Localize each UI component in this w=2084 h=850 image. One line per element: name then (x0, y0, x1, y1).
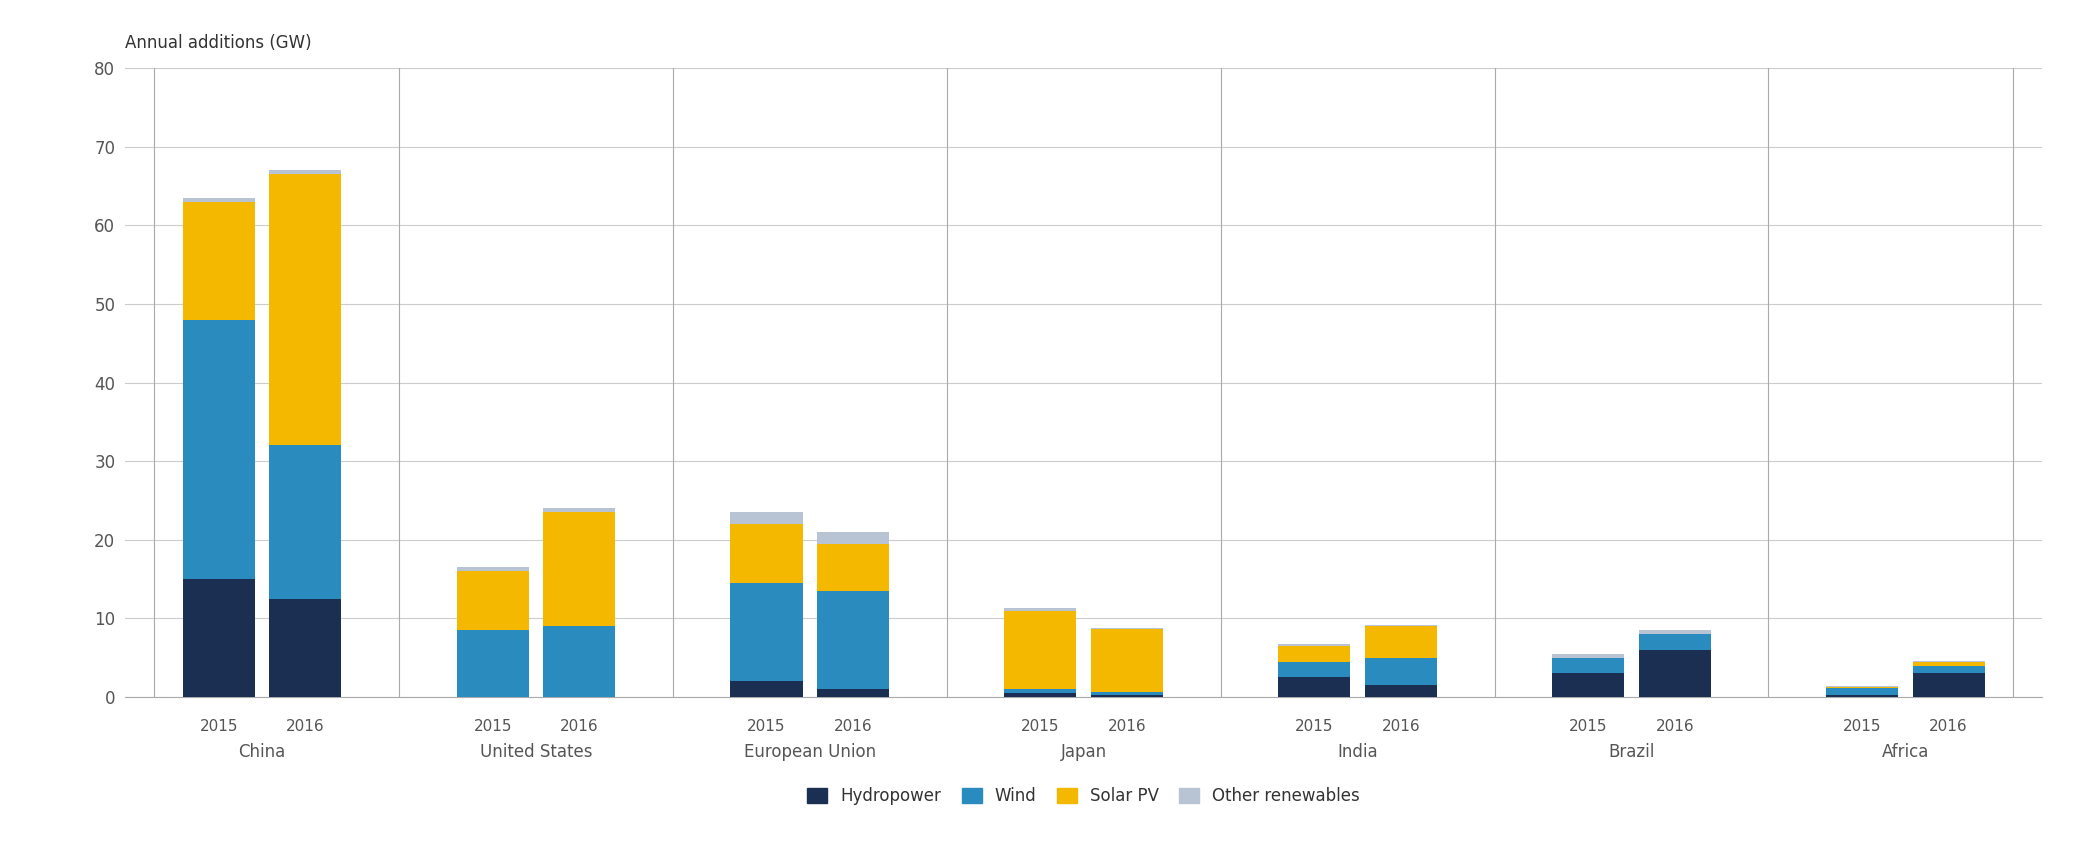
Bar (1553, 658, 1623, 673)
Bar (1004, 608, 1077, 610)
Text: China: China (238, 743, 286, 761)
Text: 2016: 2016 (1382, 719, 1419, 734)
Bar (1553, 654, 1623, 658)
Text: 2016: 2016 (1655, 719, 1694, 734)
Bar (1090, 694, 1163, 697)
Text: Africa: Africa (1882, 743, 1930, 761)
Text: 2015: 2015 (1021, 719, 1059, 734)
Bar (1277, 661, 1350, 677)
Bar (544, 513, 615, 626)
Bar (731, 583, 802, 682)
Bar (183, 320, 254, 579)
Bar (1004, 610, 1077, 689)
Bar (1638, 630, 1711, 634)
Text: Brazil: Brazil (1609, 743, 1655, 761)
Bar (183, 198, 254, 201)
Bar (456, 571, 529, 630)
Bar (183, 201, 254, 320)
Bar (1365, 685, 1436, 697)
Text: 2016: 2016 (1930, 719, 1967, 734)
Text: 2015: 2015 (748, 719, 786, 734)
Text: European Union: European Union (744, 743, 875, 761)
Bar (544, 626, 615, 697)
Bar (1365, 625, 1436, 626)
Bar (269, 598, 342, 697)
Bar (1913, 666, 1984, 673)
Bar (731, 513, 802, 524)
Text: Annual additions (GW): Annual additions (GW) (125, 34, 313, 53)
Bar (1826, 694, 1899, 697)
Bar (1826, 687, 1899, 689)
Bar (731, 682, 802, 697)
Text: 2015: 2015 (473, 719, 513, 734)
Bar (1826, 688, 1899, 694)
Bar (1277, 644, 1350, 646)
Bar (817, 532, 890, 544)
Bar (1913, 661, 1984, 666)
Bar (183, 579, 254, 697)
Text: United States: United States (479, 743, 592, 761)
Bar (1004, 689, 1077, 693)
Bar (269, 174, 342, 445)
Bar (456, 630, 529, 697)
Bar (817, 591, 890, 689)
Legend: Hydropower, Wind, Solar PV, Other renewables: Hydropower, Wind, Solar PV, Other renewa… (807, 787, 1361, 805)
Bar (1553, 673, 1623, 697)
Bar (817, 544, 890, 591)
Bar (269, 445, 342, 598)
Text: 2016: 2016 (561, 719, 598, 734)
Bar (1090, 629, 1163, 692)
Bar (1277, 646, 1350, 661)
Text: 2015: 2015 (1569, 719, 1607, 734)
Text: Japan: Japan (1061, 743, 1107, 761)
Bar (817, 689, 890, 697)
Text: 2016: 2016 (834, 719, 873, 734)
Bar (1090, 692, 1163, 694)
Bar (269, 170, 342, 174)
Text: India: India (1338, 743, 1378, 761)
Bar (1090, 628, 1163, 629)
Bar (1365, 626, 1436, 658)
Bar (1365, 658, 1436, 685)
Text: 2016: 2016 (1107, 719, 1146, 734)
Bar (1638, 649, 1711, 697)
Bar (544, 508, 615, 513)
Bar (731, 524, 802, 583)
Bar (1004, 693, 1077, 697)
Text: 2016: 2016 (286, 719, 325, 734)
Bar (1277, 677, 1350, 697)
Bar (456, 567, 529, 571)
Text: 2015: 2015 (1294, 719, 1334, 734)
Text: 2015: 2015 (200, 719, 238, 734)
Bar (1913, 673, 1984, 697)
Bar (1638, 634, 1711, 649)
Text: 2015: 2015 (1842, 719, 1882, 734)
